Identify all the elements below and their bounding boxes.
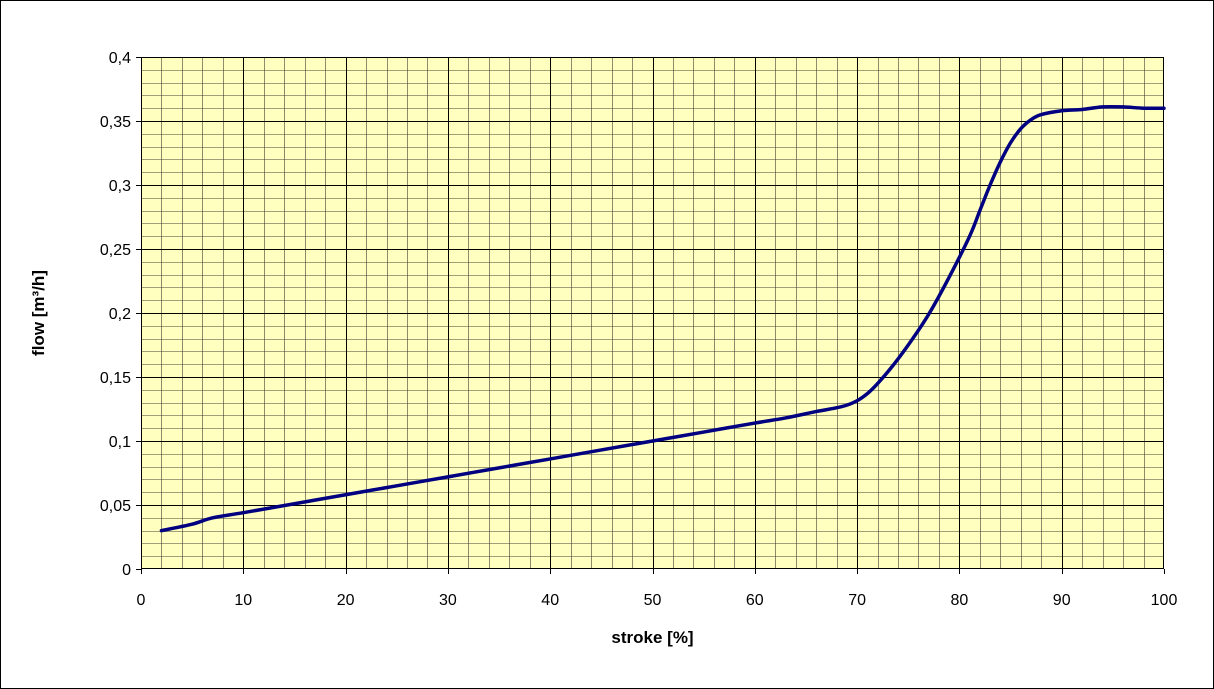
y-tick-label: 0,35 bbox=[100, 114, 131, 131]
y-tick-label: 0,3 bbox=[109, 178, 131, 195]
x-tick-label: 90 bbox=[1053, 592, 1071, 609]
x-axis-title: stroke [%] bbox=[611, 628, 693, 647]
x-axis-tick-labels: 0 10 20 30 40 50 60 70 80 90 100 bbox=[137, 592, 1178, 609]
y-tick-label: 0 bbox=[122, 562, 131, 579]
x-tick-label: 70 bbox=[848, 592, 866, 609]
y-tick-label: 0,1 bbox=[109, 434, 131, 451]
x-tick-label: 60 bbox=[746, 592, 764, 609]
y-axis-title: flow [m³/h] bbox=[29, 270, 48, 356]
flow-series-line bbox=[159, 104, 1166, 533]
x-tick-label: 100 bbox=[1151, 592, 1178, 609]
y-tick-label: 0,15 bbox=[100, 370, 131, 387]
major-gridlines bbox=[141, 57, 1164, 569]
y-tick-label: 0,25 bbox=[100, 242, 131, 259]
x-tick-label: 80 bbox=[951, 592, 969, 609]
x-tick-label: 30 bbox=[439, 592, 457, 609]
x-tick-label: 0 bbox=[137, 592, 146, 609]
y-tick-label: 0,2 bbox=[109, 306, 131, 323]
x-tick-label: 10 bbox=[234, 592, 252, 609]
x-tick-label: 20 bbox=[337, 592, 355, 609]
y-tick-label: 0,05 bbox=[100, 498, 131, 515]
axis-tick-marks bbox=[136, 57, 1165, 574]
y-axis-tick-labels: 0 0,05 0,1 0,15 0,2 0,25 0,3 0,35 0,4 bbox=[100, 50, 131, 579]
x-tick-label: 50 bbox=[644, 592, 662, 609]
y-tick-label: 0,4 bbox=[109, 50, 131, 67]
x-tick-label: 40 bbox=[541, 592, 559, 609]
plot-border bbox=[141, 57, 1164, 569]
